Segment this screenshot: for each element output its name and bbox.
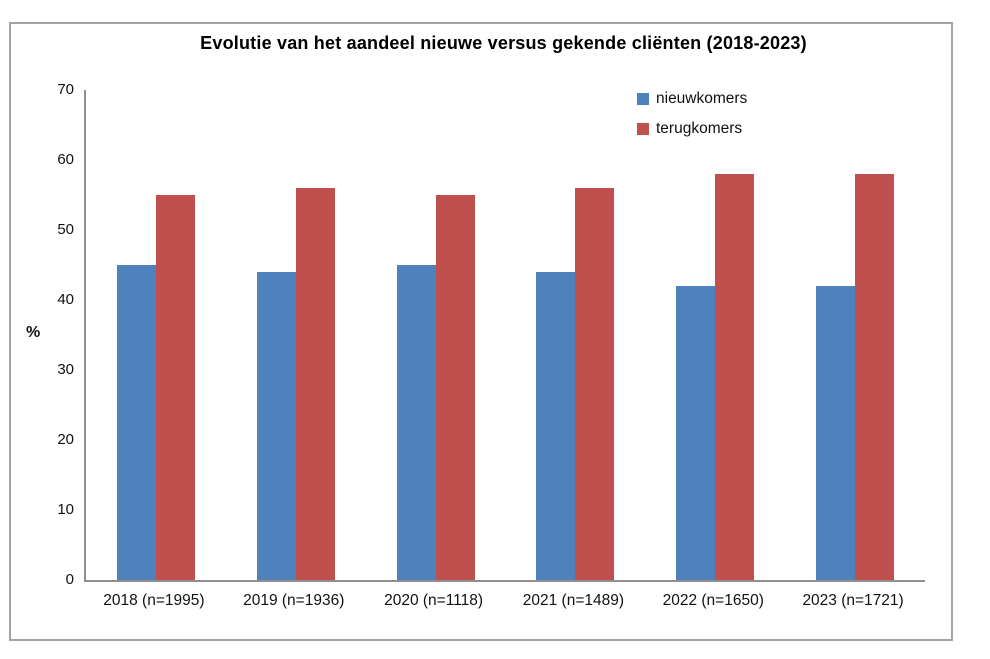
x-category-label: 2020 (n=1118) — [384, 592, 484, 609]
bar-terugkomers — [575, 188, 615, 580]
legend: nieuwkomers terugkomers — [637, 90, 747, 138]
y-tick-label: 0 — [65, 571, 74, 588]
bar-terugkomers — [435, 195, 475, 580]
bar-nieuwkomers — [256, 272, 296, 580]
bar-terugkomers — [155, 195, 195, 580]
x-category-label: 2019 (n=1936) — [243, 592, 345, 609]
legend-swatch-icon — [637, 93, 649, 105]
bar-terugkomers — [715, 174, 755, 580]
y-axis-title: % — [26, 324, 41, 341]
bar-terugkomers — [855, 174, 895, 580]
y-tick-label: 10 — [57, 501, 74, 518]
y-tick-label: 70 — [57, 81, 74, 98]
bar-nieuwkomers — [816, 286, 856, 580]
bar-nieuwkomers — [396, 265, 436, 580]
y-tick-label: 30 — [57, 361, 74, 378]
y-tick-label: 50 — [57, 221, 74, 238]
y-tick-label: 60 — [57, 151, 74, 168]
plot-area — [84, 90, 925, 582]
legend-label: nieuwkomers — [656, 90, 748, 107]
x-category-label: 2022 (n=1650) — [662, 592, 764, 609]
x-category-label: 2023 (n=1721) — [802, 592, 904, 609]
y-tick-label: 40 — [57, 291, 74, 308]
bar-nieuwkomers — [536, 272, 576, 580]
x-category-label: 2021 (n=1489) — [522, 592, 625, 609]
legend-item-nieuwkomers: nieuwkomers — [637, 90, 747, 108]
bar-nieuwkomers — [676, 286, 716, 580]
bar-nieuwkomers — [116, 265, 156, 580]
chart-title: Evolutie van het aandeel nieuwe versus g… — [200, 33, 807, 53]
bar-terugkomers — [295, 188, 335, 580]
x-category-label: 2018 (n=1995) — [103, 592, 205, 609]
legend-swatch-icon — [637, 123, 649, 135]
legend-item-terugkomers: terugkomers — [637, 120, 747, 138]
y-tick-label: 20 — [57, 431, 74, 448]
legend-label: terugkomers — [656, 120, 743, 137]
